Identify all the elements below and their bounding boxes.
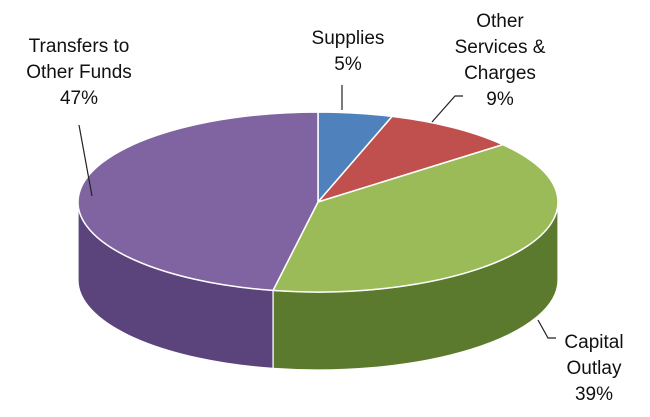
slice-label-line: Charges (464, 63, 536, 84)
slice-labels: Supplies 5% Other Services & Charges 9% Capita… (26, 11, 623, 405)
pie-slices (77, 111, 559, 293)
slice-1 (315, 115, 506, 204)
leader-line-3 (78, 124, 93, 197)
slice-label-line: Capital (564, 332, 623, 353)
slice-2 (271, 143, 559, 293)
slice-label-2: Capital Outlay 39% (564, 332, 623, 405)
slice-label-0: Supplies 5% (312, 28, 385, 75)
leader-line-2 (537, 319, 556, 339)
slice-label-line: 5% (334, 54, 362, 75)
slice-label-line: 47% (60, 88, 98, 109)
leader-line-1 (431, 95, 463, 123)
leader-lines (78, 85, 556, 339)
slice-3 (77, 111, 319, 292)
slice-label-1: Other Services & Charges 9% (455, 11, 546, 110)
slice-label-line: Other Funds (26, 62, 132, 83)
slice-label-line: Other (476, 11, 524, 32)
slice-label-line: 9% (486, 89, 514, 110)
slice-label-3: Transfers to Other Funds 47% (26, 36, 132, 109)
slice-label-line: Transfers to (29, 36, 130, 57)
slice-label-line: Outlay (567, 358, 622, 379)
slice-label-line: Services & (455, 37, 546, 58)
slice-label-line: Supplies (312, 28, 385, 49)
slice-label-line: 39% (575, 384, 613, 405)
